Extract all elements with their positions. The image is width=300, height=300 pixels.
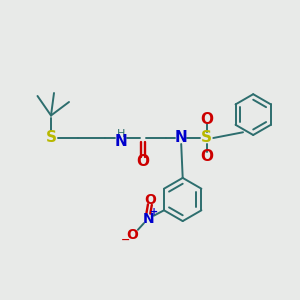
Text: O: O xyxy=(136,154,150,169)
Text: −: − xyxy=(121,235,130,245)
Text: S: S xyxy=(46,130,56,146)
Text: H: H xyxy=(116,129,125,139)
Text: N: N xyxy=(114,134,127,149)
Text: O: O xyxy=(200,149,213,164)
Text: N: N xyxy=(142,212,154,226)
Text: O: O xyxy=(126,228,138,242)
Text: S: S xyxy=(201,130,212,146)
Text: +: + xyxy=(150,207,158,217)
Text: O: O xyxy=(200,112,213,127)
Text: N: N xyxy=(175,130,188,146)
Text: O: O xyxy=(144,193,156,207)
